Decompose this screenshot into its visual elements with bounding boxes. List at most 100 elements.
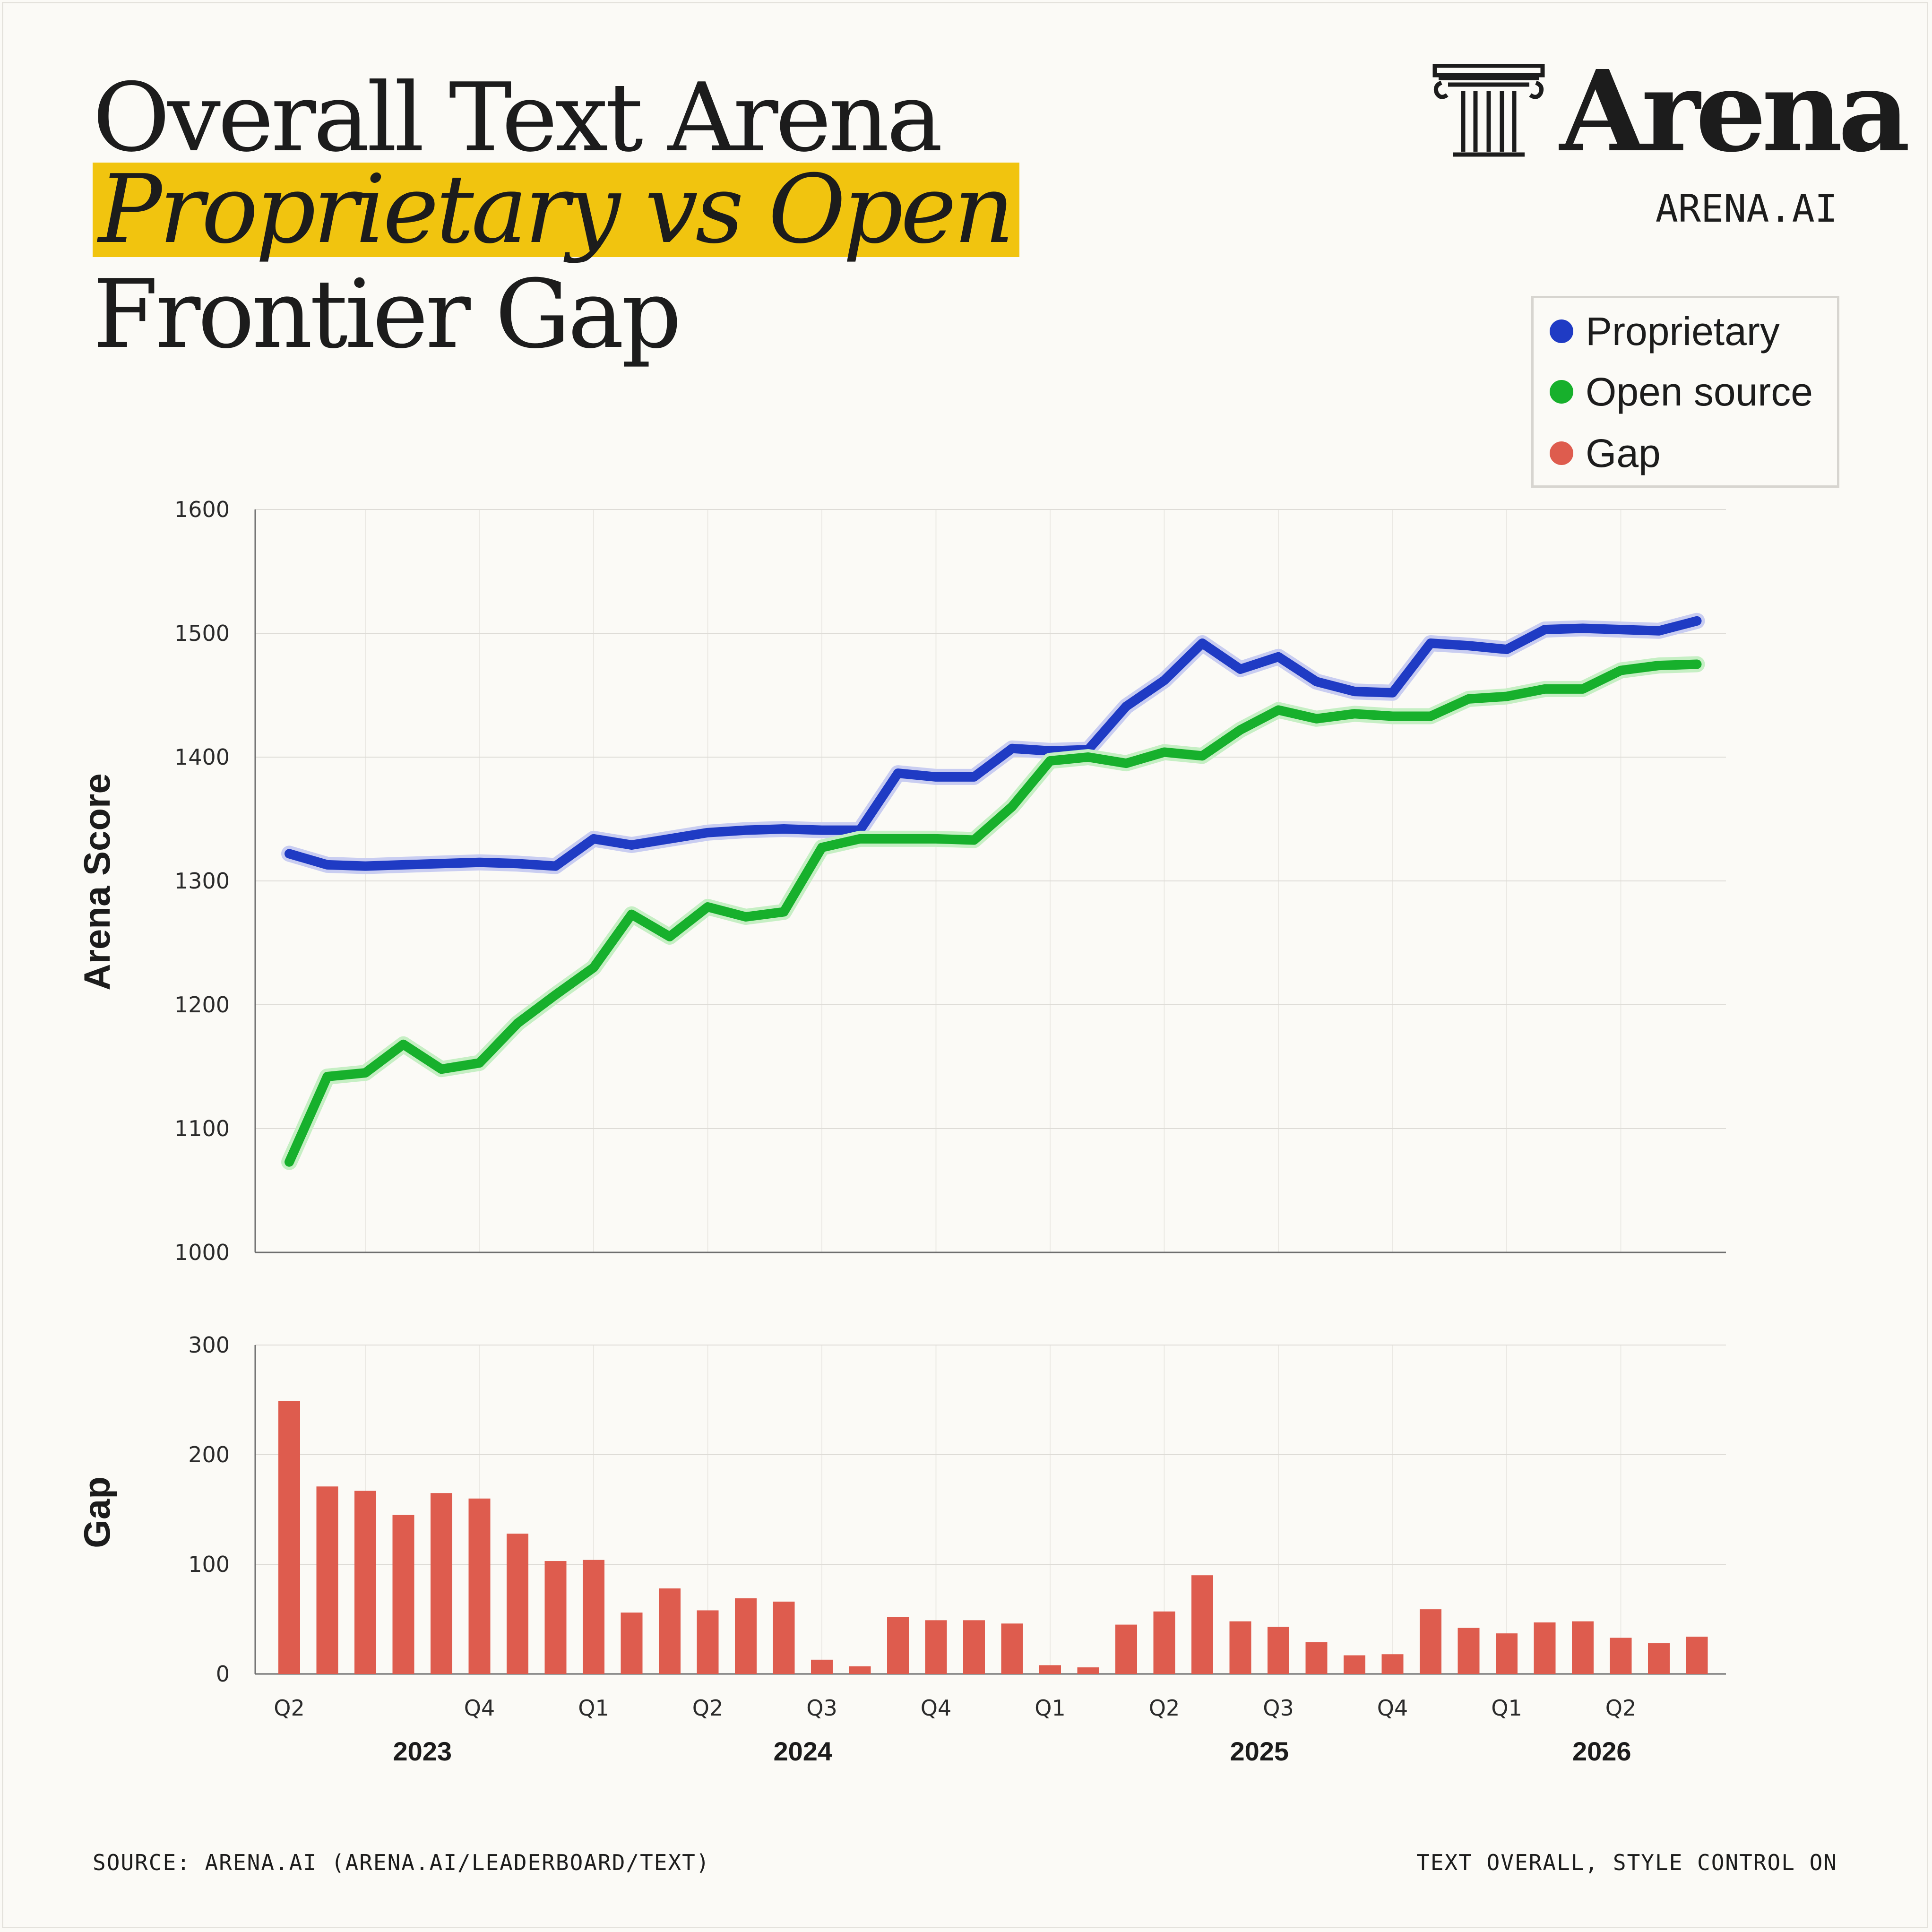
proprietary-point [364, 864, 367, 868]
proprietary-point [1201, 641, 1204, 645]
gap-bar [1458, 1628, 1480, 1674]
x-tick-label: Q2 [1605, 1695, 1636, 1721]
proprietary-point [744, 828, 747, 832]
gap-bar [1039, 1665, 1061, 1674]
open-source-point [1315, 717, 1318, 720]
gap-bar [659, 1588, 681, 1674]
title-line-3: Frontier Gap [93, 259, 681, 370]
open-source-point [934, 837, 938, 840]
open-source-point [1581, 687, 1584, 690]
year-label: 2026 [1572, 1736, 1631, 1766]
open-source-point [440, 1068, 443, 1071]
proprietary-point [288, 852, 291, 855]
gap-bar [278, 1401, 300, 1674]
open-source-point [288, 1160, 291, 1164]
open-source-point [1353, 712, 1356, 716]
gap-bar [925, 1620, 947, 1674]
open-source-line-halo [281, 656, 1705, 1170]
gap-bar [583, 1560, 604, 1674]
x-tick-label: Q4 [464, 1695, 495, 1721]
open-source-point [1429, 715, 1432, 718]
proprietary-point [1429, 641, 1432, 645]
y-tick-label: 200 [188, 1442, 230, 1467]
gap-bar [1305, 1642, 1328, 1674]
y-tick-label: 300 [188, 1332, 230, 1358]
proprietary-point [478, 861, 481, 864]
open-source-point [858, 837, 862, 840]
chart-settings-note: TEXT OVERALL, STYLE CONTROL ON [1416, 1850, 1837, 1875]
proprietary-point [1543, 628, 1546, 631]
open-source-point [1010, 805, 1014, 808]
gap-bar [1115, 1624, 1137, 1674]
title-line-1: Overall Text Arena [93, 63, 943, 173]
proprietary-point [554, 864, 557, 868]
gap-bar [1534, 1622, 1556, 1674]
open-source-point [1049, 759, 1052, 762]
open-source-point [516, 1022, 519, 1025]
open-source-point [326, 1075, 329, 1078]
open-source-point [1619, 669, 1622, 672]
brand-logo: Arena [1432, 55, 1910, 167]
proprietary-point [1505, 648, 1508, 651]
open-source-point [897, 837, 899, 840]
proprietary-point [706, 831, 709, 834]
open-source-point [744, 915, 747, 918]
title-highlight: Proprietary vs Open [93, 163, 1019, 257]
open-source-point [1695, 663, 1699, 666]
gap-bar [735, 1598, 757, 1674]
proprietary-point [897, 772, 899, 775]
open-source-point [1087, 756, 1090, 759]
open-source-point [706, 906, 709, 909]
proprietary-point [1277, 655, 1280, 658]
open-source-point [668, 935, 671, 938]
brand-url: ARENA.AI [1655, 187, 1837, 231]
x-tick-label: Q4 [921, 1695, 951, 1721]
y-tick-label: 1500 [174, 621, 230, 646]
gap-bar [354, 1491, 376, 1674]
gap-bar [887, 1617, 909, 1674]
x-tick-label: Q2 [692, 1695, 723, 1721]
legend-item-proprietary: Proprietary [1550, 309, 1780, 354]
gap-bar [1686, 1637, 1708, 1674]
proprietary-point [326, 863, 329, 866]
legend-label-gap: Gap [1586, 431, 1661, 475]
proprietary-point [973, 775, 975, 778]
source-note: SOURCE: ARENA.AI (ARENA.AI/LEADERBOARD/T… [93, 1850, 710, 1875]
y-tick-label: 1600 [174, 497, 230, 522]
gap-bar [544, 1561, 567, 1674]
gap-bar [621, 1613, 643, 1674]
x-tick-label: Q3 [806, 1695, 837, 1721]
legend-marker-proprietary [1550, 319, 1573, 343]
y-tick-label: 1300 [174, 868, 230, 894]
gap-bar [1077, 1667, 1099, 1674]
y-tick-label: 100 [188, 1552, 230, 1577]
gap-bar [431, 1493, 452, 1674]
open-source-point [1505, 695, 1508, 698]
proprietary-point [1010, 747, 1014, 750]
year-label: 2024 [773, 1736, 832, 1766]
open-source-point [782, 910, 785, 914]
gap-bar [1572, 1621, 1594, 1674]
proprietary-point [592, 837, 595, 840]
open-source-point [1163, 750, 1166, 754]
legend-marker-gap [1550, 441, 1573, 465]
gap-bar [1153, 1611, 1175, 1674]
gap-bar [1648, 1643, 1670, 1674]
open-source-point [630, 913, 633, 916]
proprietary-point [1353, 690, 1356, 693]
proprietary-point [1467, 644, 1470, 647]
proprietary-point [782, 827, 785, 830]
y-tick-label: 1200 [174, 992, 230, 1018]
proprietary-point [1239, 667, 1242, 671]
gap-bar [1420, 1609, 1441, 1674]
proprietary-point [402, 863, 405, 866]
open-source-line [285, 659, 1702, 1167]
open-source-point [1657, 664, 1660, 667]
open-source-point [554, 993, 557, 997]
y-tick-label: 0 [216, 1661, 230, 1687]
proprietary-point [1125, 705, 1128, 708]
gap-bar [963, 1620, 985, 1674]
proprietary-point [440, 862, 443, 865]
x-tick-label: Q4 [1377, 1695, 1408, 1721]
legend: Proprietary Open source Gap [1531, 296, 1839, 488]
